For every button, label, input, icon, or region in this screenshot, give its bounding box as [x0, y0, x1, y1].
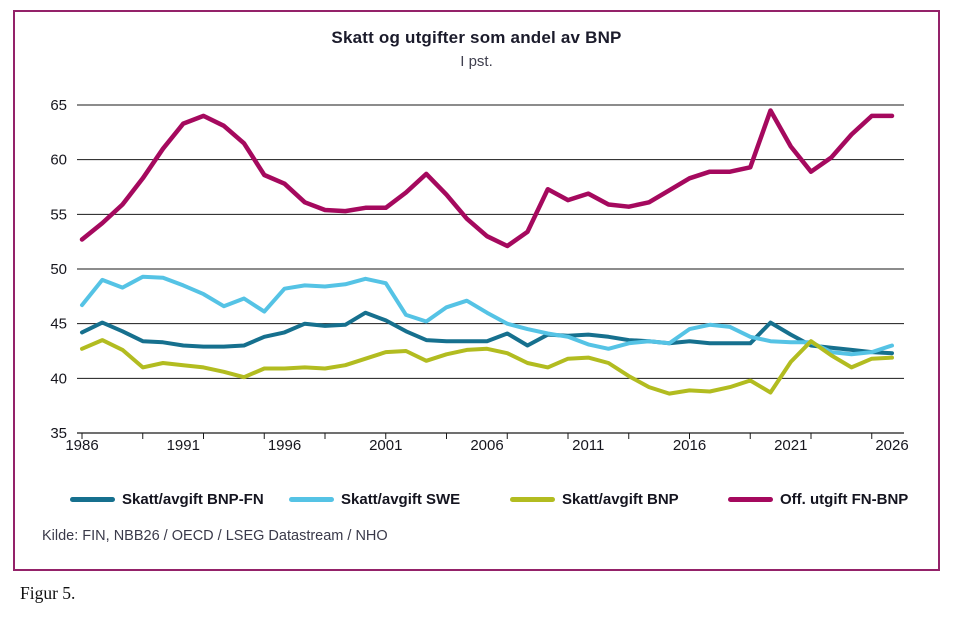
- y-tick-label: 45: [50, 316, 67, 333]
- y-tick-label: 35: [50, 425, 67, 442]
- series-line-off-utgift-fn-bnp: [79, 108, 895, 249]
- y-tick-label: 50: [50, 261, 67, 278]
- y-tick-label: 55: [50, 206, 67, 223]
- line-chart-plot-area: 35 40 45 50 55 60 65 1986 1991 1996 2001 2006 2011 20…: [50, 97, 908, 454]
- chart-title: Skatt og utgifter som andel av BNP: [331, 28, 622, 47]
- x-tick-label: 2021: [774, 437, 807, 454]
- y-tick-label: 65: [50, 97, 67, 114]
- x-tick-label: 1991: [167, 437, 200, 454]
- x-tick-label: 1996: [268, 437, 301, 454]
- legend-item-skatt-avgift-bnp: Skatt/avgift BNP: [510, 489, 679, 509]
- x-tick-label: 2011: [572, 437, 604, 454]
- chart-subtitle: I pst.: [460, 53, 493, 70]
- x-tick-label: 2006: [470, 437, 503, 454]
- source-note: Kilde: FIN, NBB26 / OECD / LSEG Datastre…: [42, 528, 388, 544]
- x-tick-label: 2001: [369, 437, 402, 454]
- y-tick-label: 60: [50, 152, 67, 169]
- x-tick-label: 2026: [875, 437, 908, 454]
- x-tick-label: 1986: [65, 437, 98, 454]
- y-tick-label: 40: [50, 370, 67, 387]
- legend-swatch-icon: [289, 496, 334, 502]
- figure-caption: Figur 5.: [20, 583, 76, 603]
- series-line-skatt-avgift-swe: [80, 274, 894, 357]
- legend-swatch-icon: [510, 496, 555, 502]
- legend-swatch-icon: [728, 496, 773, 502]
- legend-label: Off. utgift FN-BNP: [780, 490, 909, 508]
- series-line-skatt-avgift-bnp: [80, 338, 894, 396]
- legend-item-skatt-avgift-swe: Skatt/avgift SWE: [289, 489, 460, 509]
- legend-label: Skatt/avgift SWE: [341, 490, 461, 508]
- chart-frame: Skatt og utgifter som andel av BNP I pst…: [13, 10, 940, 571]
- legend-item-skatt-avgift-bnp-fn: Skatt/avgift BNP-FN: [70, 489, 264, 509]
- legend-label: Skatt/avgift BNP: [562, 490, 679, 508]
- legend-swatch-icon: [70, 496, 115, 502]
- chart-legend: Skatt/avgift BNP-FN Skatt/avgift SWE Ska…: [15, 489, 938, 511]
- legend-item-off-utgift-fn-bnp: Off. utgift FN-BNP: [728, 489, 908, 509]
- legend-label: Skatt/avgift BNP-FN: [122, 490, 264, 508]
- x-tick-label: 2016: [673, 437, 706, 454]
